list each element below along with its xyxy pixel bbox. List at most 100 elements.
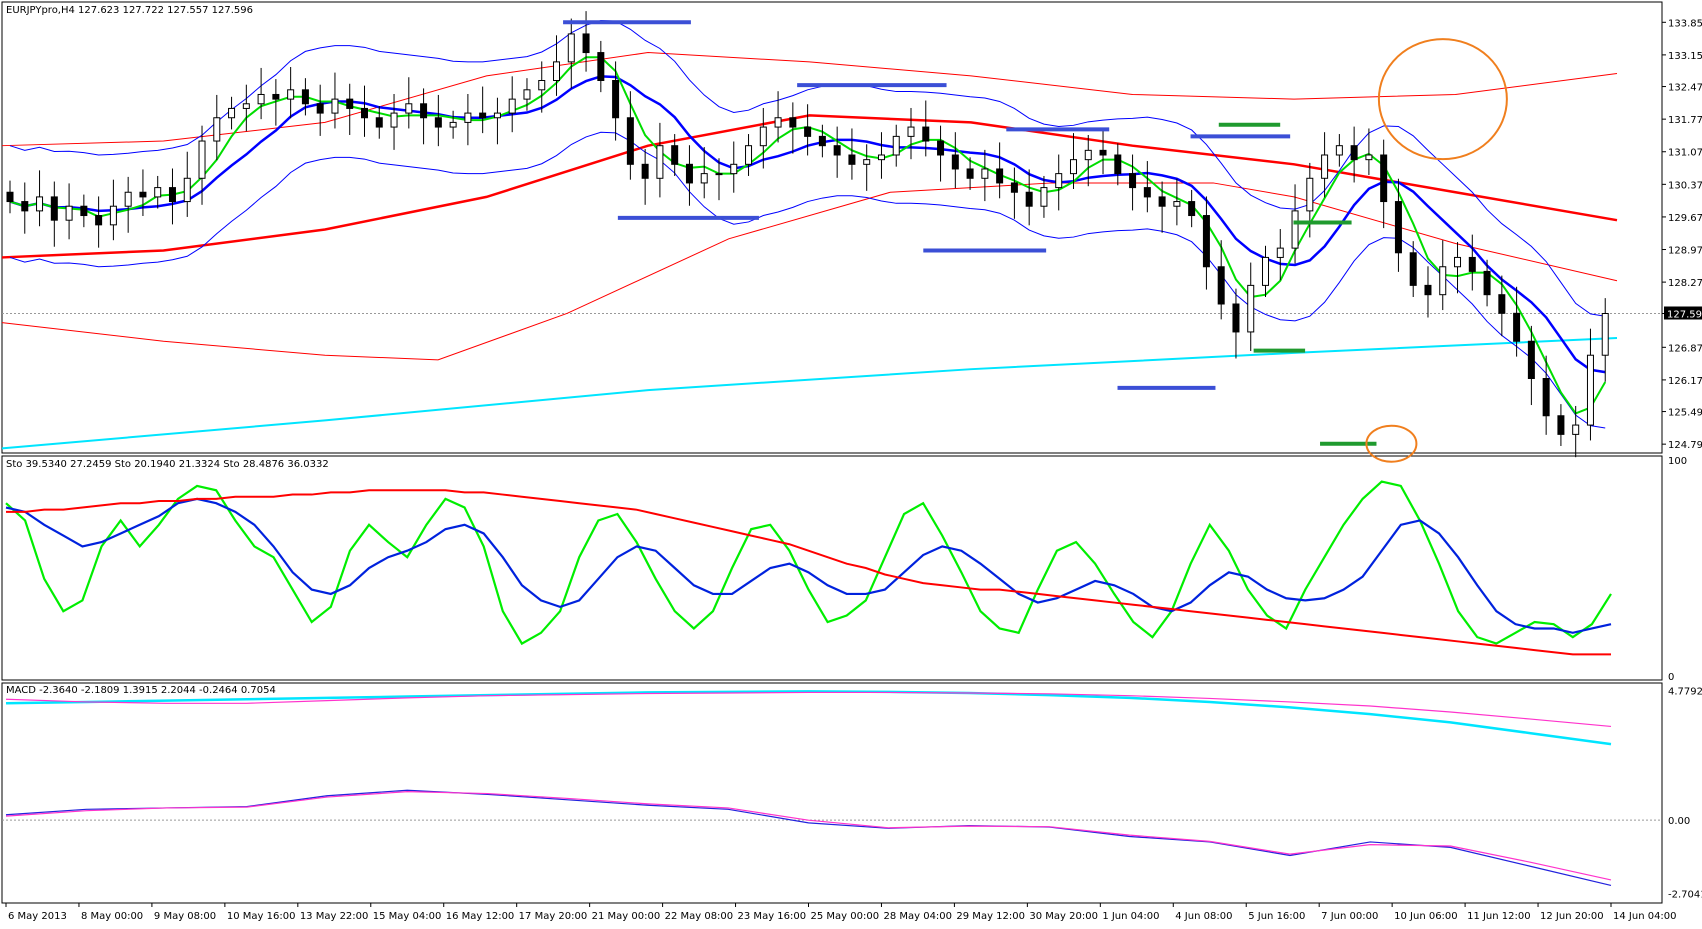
candle-body [1527, 340, 1535, 379]
macd-panel-title: MACD -2.3640 -2.1809 1.3915 2.2044 -0.24… [6, 685, 276, 696]
bb-lower-blue [9, 131, 1606, 429]
candle-body [228, 107, 236, 119]
candle-body [405, 103, 413, 114]
candle-body [109, 205, 117, 226]
candle-body [966, 168, 974, 179]
time-axis: 6 May 2013 8 May 00:00 9 May 08:00 10 May 1… [5, 903, 1677, 922]
candle-body [671, 145, 679, 165]
time-tick-label: 10 Jun 06:00 [1394, 911, 1458, 922]
price-tick-label: 131.770 [1668, 115, 1702, 126]
price-tick-label: 133.150 [1668, 51, 1702, 62]
time-tick-label: 22 May 08:00 [665, 911, 734, 922]
price-panel: 133.850 133.150 132.470 131.770 131.070 130.3… [1, 11, 1702, 463]
price-series-2 [1, 52, 1618, 147]
time-tick-label: 25 May 00:00 [811, 911, 880, 922]
candle-body [154, 187, 162, 198]
candle-body [1055, 173, 1063, 189]
candle-body [1084, 149, 1092, 161]
candle-body [685, 163, 693, 184]
candle-body [95, 215, 103, 226]
candle-body [331, 98, 339, 114]
candle-body [1202, 215, 1210, 268]
candle-body [1572, 424, 1580, 435]
current-price-label: 127.596 [1667, 309, 1702, 320]
candle-body [1424, 284, 1432, 296]
time-tick-label: 15 May 04:00 [373, 911, 442, 922]
price-tick-label: 131.070 [1668, 148, 1702, 159]
candle-body [464, 112, 472, 123]
bb-upper-blue [9, 20, 1606, 317]
price-tick-label: 128.970 [1668, 246, 1702, 257]
candle-body [582, 33, 590, 54]
candle-body [1025, 191, 1033, 207]
price-tick-label: 125.490 [1668, 408, 1702, 419]
candle-body [420, 103, 428, 119]
time-tick-label: 9 May 08:00 [154, 911, 216, 922]
stochastic-panel: 100 0 [5, 456, 1687, 683]
candle-body [626, 117, 634, 165]
candle-body [1291, 210, 1299, 249]
candle-body [1188, 201, 1196, 217]
price-tick-label: 133.850 [1668, 18, 1702, 29]
highlight-circle-top [1377, 38, 1508, 161]
time-tick-label: 6 May 2013 [8, 911, 67, 922]
candle-body [168, 187, 176, 203]
candle-body [1069, 159, 1077, 175]
candle-body [1380, 154, 1388, 203]
candle-body [80, 205, 88, 217]
stochastic-panel-title: Sto 39.5340 27.2459 Sto 20.1940 21.3324 … [6, 459, 329, 470]
candle-body [745, 145, 753, 165]
candle-body [346, 98, 354, 109]
macd-series-2 [5, 789, 1612, 886]
candle-body [1217, 266, 1225, 305]
candle-body [1394, 201, 1402, 254]
candle-body [493, 112, 501, 119]
candle-body [818, 135, 826, 147]
candle-body [301, 89, 309, 105]
candle-body [1350, 145, 1358, 161]
candle-body [612, 80, 620, 119]
candle-body [789, 117, 797, 128]
candle-body [656, 145, 664, 179]
candle-body [1335, 145, 1343, 156]
time-tick-label: 7 Jun 00:00 [1321, 911, 1378, 922]
stoch-tick-label: 0 [1668, 672, 1674, 683]
candle-body [804, 126, 812, 137]
candle-body [1439, 266, 1447, 296]
candle-body [1129, 173, 1137, 189]
candle-body [1173, 201, 1181, 207]
time-tick-label: 13 May 22:00 [300, 911, 369, 922]
candle-body [833, 145, 841, 156]
price-series-3 [1, 182, 1618, 361]
candle-body [523, 89, 531, 100]
price-tick-label: 126.870 [1668, 343, 1702, 354]
candle-body [538, 80, 546, 91]
time-tick-label: 5 Jun 16:00 [1248, 911, 1305, 922]
candle-body [1306, 177, 1314, 212]
panel-frame [1, 682, 1663, 904]
time-tick-label: 28 May 04:00 [883, 911, 952, 922]
candle-body [65, 205, 73, 221]
time-tick-label: 1 Jun 04:00 [1102, 911, 1159, 922]
candle-body [1262, 256, 1270, 286]
time-tick-label: 17 May 20:00 [519, 911, 588, 922]
macd-tick-label: 0.00 [1668, 816, 1690, 827]
candle-body [996, 168, 1004, 184]
candle-body [6, 191, 14, 203]
candle-body [257, 93, 265, 105]
candle-body [1321, 154, 1329, 179]
candle-body [1158, 196, 1166, 207]
candle-body [1601, 312, 1609, 356]
candle-body [316, 103, 324, 114]
price-tick-label: 126.170 [1668, 376, 1702, 387]
stoch-series-0 [5, 480, 1612, 646]
time-tick-label: 4 Jun 08:00 [1175, 911, 1232, 922]
candle-body [375, 117, 383, 128]
time-tick-label: 29 May 12:00 [956, 911, 1025, 922]
candle-body [449, 121, 457, 128]
macd-series-3 [5, 791, 1612, 881]
price-panel-title: EURJPYpro,H4 127.623 127.722 127.557 127… [6, 5, 253, 16]
candle-body [1247, 284, 1255, 333]
price-series-1 [1, 114, 1618, 259]
